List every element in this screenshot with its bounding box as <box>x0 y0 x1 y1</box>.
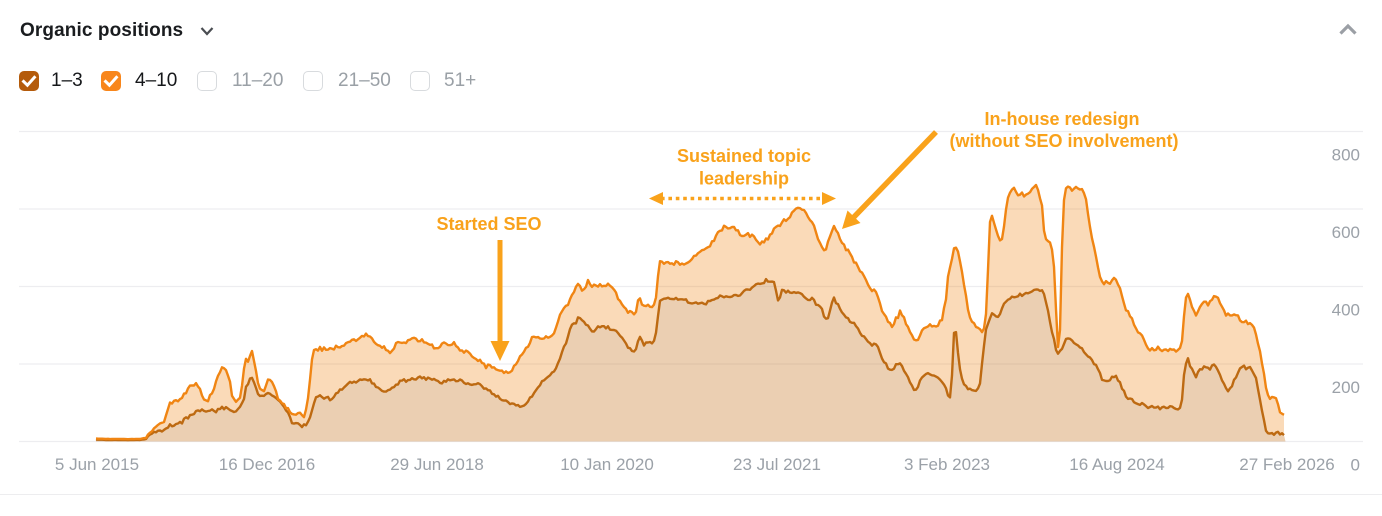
svg-text:5 Jun 2015: 5 Jun 2015 <box>55 455 139 474</box>
svg-text:10 Jan 2020: 10 Jan 2020 <box>560 455 654 474</box>
svg-text:27 Feb 2026: 27 Feb 2026 <box>1239 455 1334 474</box>
svg-text:600: 600 <box>1332 223 1360 242</box>
svg-text:23 Jul 2021: 23 Jul 2021 <box>733 455 821 474</box>
svg-text:29 Jun 2018: 29 Jun 2018 <box>390 455 484 474</box>
svg-text:16 Aug 2024: 16 Aug 2024 <box>1069 455 1164 474</box>
svg-text:3 Feb 2023: 3 Feb 2023 <box>904 455 990 474</box>
svg-text:200: 200 <box>1332 378 1360 397</box>
svg-text:Started SEO: Started SEO <box>436 214 541 234</box>
svg-text:800: 800 <box>1332 146 1360 165</box>
svg-text:In-house redesign: In-house redesign <box>984 109 1139 129</box>
svg-text:leadership: leadership <box>699 169 789 189</box>
svg-text:16 Dec 2016: 16 Dec 2016 <box>219 455 315 474</box>
svg-text:Sustained topic: Sustained topic <box>677 146 811 166</box>
svg-text:0: 0 <box>1351 456 1360 475</box>
svg-text:400: 400 <box>1332 301 1360 320</box>
svg-text:(without SEO involvement): (without SEO involvement) <box>949 131 1178 151</box>
